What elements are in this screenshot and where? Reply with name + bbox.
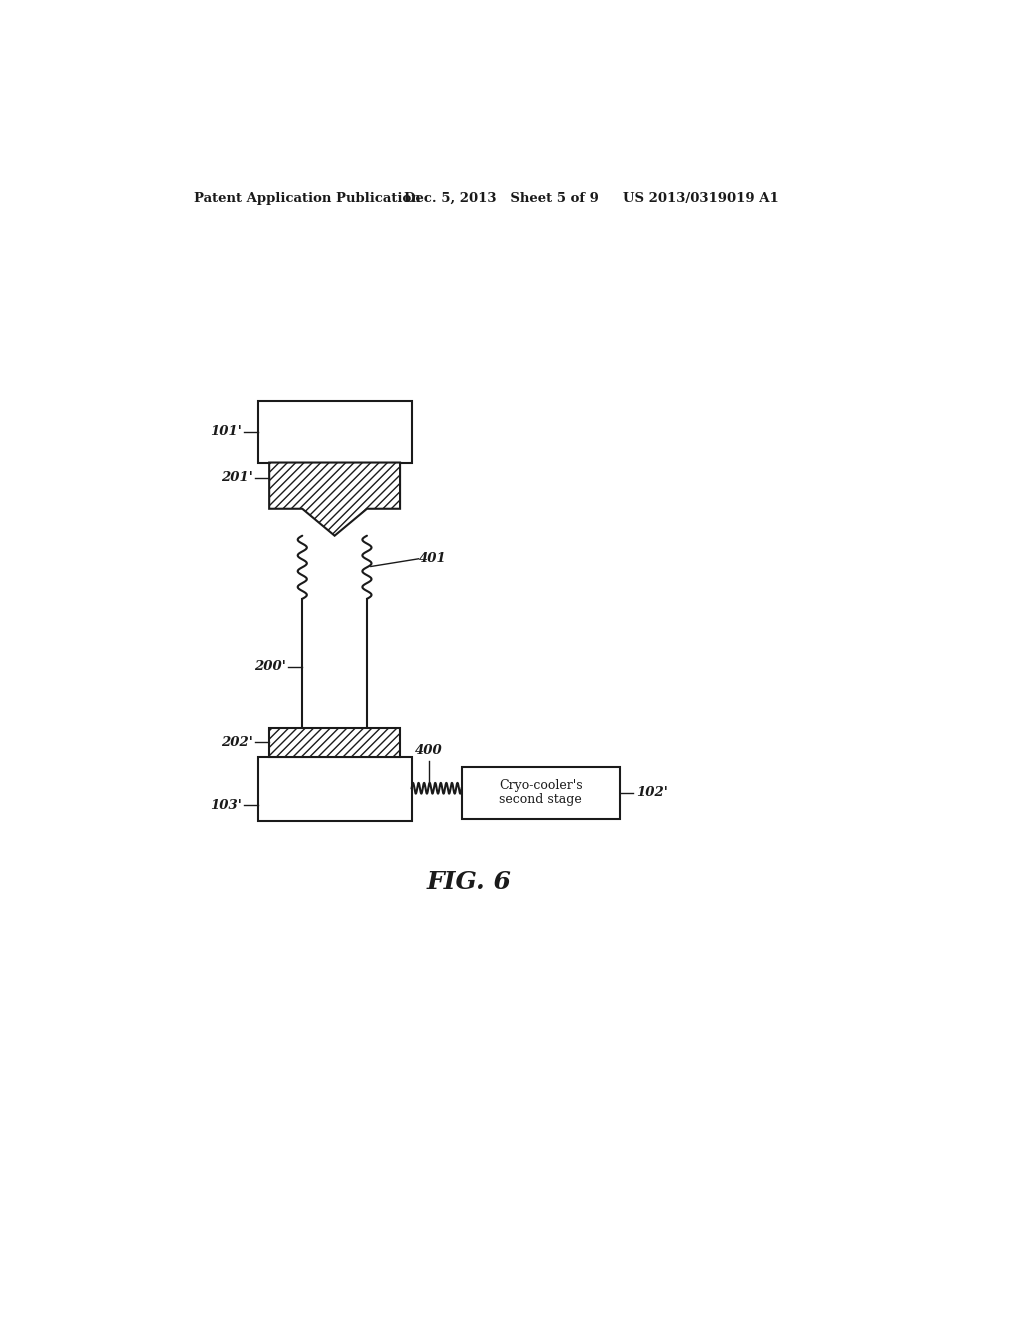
Polygon shape: [269, 729, 400, 758]
Text: Patent Application Publication: Patent Application Publication: [194, 191, 421, 205]
Text: 102': 102': [636, 787, 668, 800]
Text: 202': 202': [221, 735, 253, 748]
Text: US 2013/0319019 A1: US 2013/0319019 A1: [624, 191, 779, 205]
Text: 101': 101': [210, 425, 242, 438]
Text: 400: 400: [416, 744, 443, 758]
Text: 103': 103': [210, 799, 242, 812]
Text: 201': 201': [221, 471, 253, 484]
Text: Dec. 5, 2013   Sheet 5 of 9: Dec. 5, 2013 Sheet 5 of 9: [403, 191, 599, 205]
Text: FIG. 6: FIG. 6: [427, 870, 512, 894]
Polygon shape: [269, 462, 400, 536]
Text: 200': 200': [254, 660, 286, 673]
Text: Cryo-cooler's: Cryo-cooler's: [499, 779, 583, 792]
Text: 401: 401: [419, 552, 447, 565]
Text: second stage: second stage: [500, 793, 582, 807]
